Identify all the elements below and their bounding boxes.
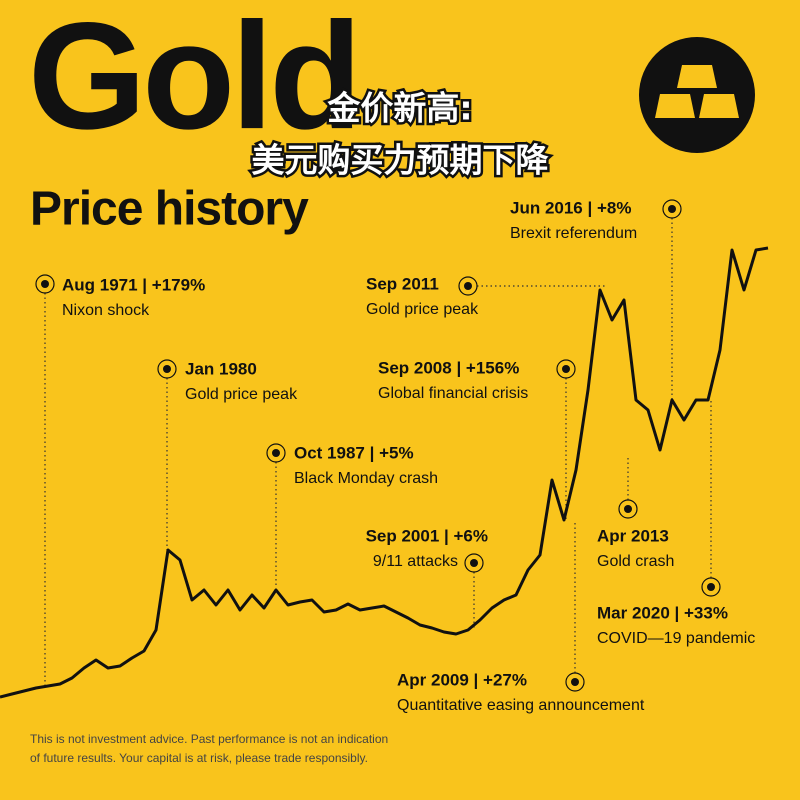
- annotation-heading: Mar 2020 | +33%: [597, 603, 728, 622]
- annotation-heading: Sep 2011: [366, 274, 439, 293]
- chart-subtitle: Price history: [30, 183, 309, 236]
- chart-title: Gold: [28, 0, 358, 161]
- footnote: of future results. Your capital is at ri…: [30, 751, 368, 765]
- annotation-heading: Jan 1980: [185, 359, 257, 378]
- annotation-heading: Jun 2016 | +8%: [510, 198, 631, 217]
- annotation-caption: 9/11 attacks: [373, 553, 458, 570]
- annotation-caption: Black Monday crash: [294, 470, 438, 487]
- annotation-dot: [470, 559, 478, 567]
- annotation-dot: [571, 678, 579, 686]
- annotation-caption: Global financial crisis: [378, 385, 528, 402]
- annotation-caption: Gold price peak: [366, 301, 479, 318]
- annotation-dot: [41, 280, 49, 288]
- annotation-heading: Sep 2001 | +6%: [366, 526, 488, 545]
- footnote: This is not investment advice. Past perf…: [30, 732, 388, 746]
- annotation-dot: [163, 365, 171, 373]
- annotation-caption: Nixon shock: [62, 302, 150, 319]
- price-line: [0, 246, 769, 699]
- annotation-heading: Sep 2008 | +156%: [378, 358, 519, 377]
- annotation-caption: Brexit referendum: [510, 225, 637, 242]
- annotation-heading: Aug 1971 | +179%: [62, 275, 205, 294]
- annotation-caption: Gold crash: [597, 553, 674, 570]
- overlay-line: 金价新高:: [326, 89, 472, 128]
- annotation-heading: Apr 2013: [597, 526, 669, 545]
- annotation-dot: [464, 282, 472, 290]
- annotation-caption: Quantitative easing announcement: [397, 697, 645, 714]
- annotation-dot: [624, 505, 632, 513]
- annotation-caption: Gold price peak: [185, 386, 298, 403]
- annotation-dot: [562, 365, 570, 373]
- annotation-caption: COVID—19 pandemic: [597, 630, 755, 647]
- annotation-dot: [272, 449, 280, 457]
- gold-icon: [639, 37, 755, 153]
- annotation-heading: Apr 2009 | +27%: [397, 670, 527, 689]
- annotation-dot: [707, 583, 715, 591]
- annotation-heading: Oct 1987 | +5%: [294, 443, 414, 462]
- overlay-line: 美元购买力预期下降: [252, 141, 550, 180]
- annotation-dot: [668, 205, 676, 213]
